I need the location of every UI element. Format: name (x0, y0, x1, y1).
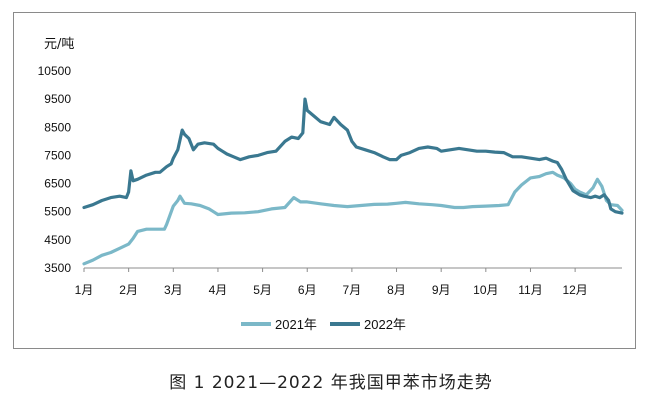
legend-label-0: 2021年 (275, 317, 317, 332)
x-tick-label: 5月 (253, 283, 272, 297)
x-tick-label: 9月 (432, 283, 451, 297)
x-tick-label: 11月 (518, 283, 542, 297)
y-tick-label: 8500 (44, 120, 71, 134)
x-tick-label: 10月 (473, 283, 498, 297)
figure-caption: 图 1 2021—2022 年我国甲苯市场走势 (169, 373, 493, 393)
x-tick-label: 2月 (119, 283, 138, 297)
x-tick-label: 7月 (343, 283, 362, 297)
series-lines (82, 97, 624, 266)
y-tick-label: 10500 (38, 64, 72, 78)
x-tick-label: 1月 (75, 283, 94, 297)
x-tick-label: 4月 (209, 283, 228, 297)
y-tick-label: 3500 (44, 261, 71, 275)
x-tick-label: 12月 (562, 283, 587, 297)
x-tick-label: 6月 (298, 283, 317, 297)
y-tick-label: 9500 (44, 92, 71, 106)
y-tick-label: 7500 (44, 148, 71, 162)
series-line-0 (82, 170, 624, 266)
legend: 2021年 2022年 (241, 317, 406, 332)
legend-label-1: 2022年 (364, 317, 406, 332)
y-tick-label: 4500 (44, 233, 71, 247)
chart-frame: 3500 4500 5500 6500 7500 8500 9500 10500 1月 2月 3月… (13, 12, 636, 349)
series-line-1 (82, 97, 624, 215)
chart-svg: 3500 4500 5500 6500 7500 8500 9500 10500 1月 2月 3月… (38, 37, 624, 332)
x-axis: 1月 2月 3月 4月 5月 6月 7月 8月 9月 10月 11月 12月 (75, 267, 622, 297)
y-tick-label: 6500 (44, 177, 71, 191)
x-tick-label: 3月 (164, 283, 183, 297)
x-tick-label: 8月 (387, 283, 406, 297)
y-tick-label: 5500 (44, 205, 71, 219)
y-axis-ticks: 3500 4500 5500 6500 7500 8500 9500 10500 (38, 64, 72, 275)
y-axis-label: 元/吨 (44, 37, 74, 52)
